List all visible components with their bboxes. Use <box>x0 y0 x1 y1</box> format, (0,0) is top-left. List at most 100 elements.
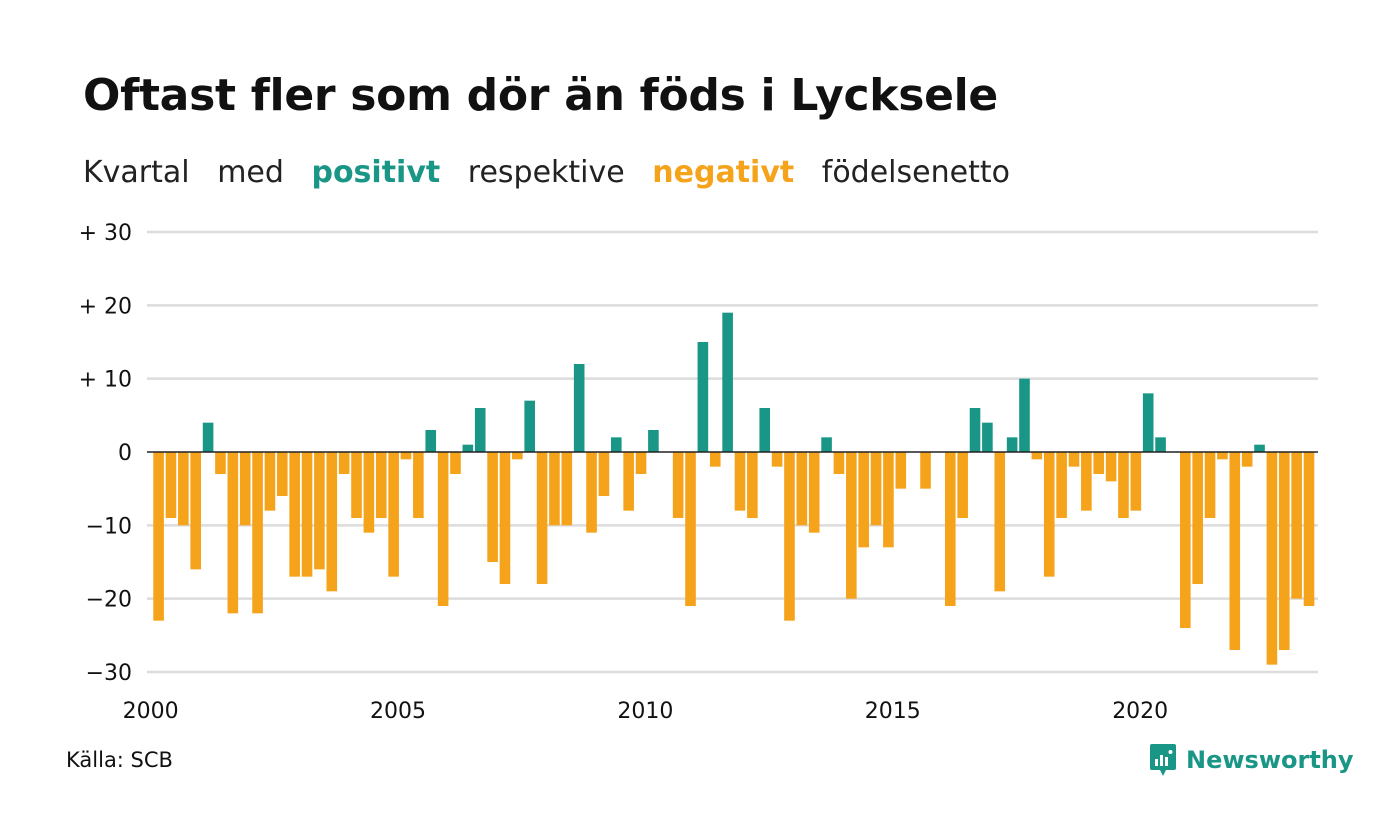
bar <box>573 364 585 452</box>
y-tick-label: 0 <box>118 441 132 466</box>
y-tick-label: + 20 <box>79 294 132 319</box>
bar <box>1155 437 1166 452</box>
bar <box>858 452 869 548</box>
bars-layer <box>153 312 1315 665</box>
bar <box>437 452 449 606</box>
bar <box>1031 452 1043 460</box>
brand-logo: Newsworthy <box>1148 742 1354 778</box>
bar <box>375 452 387 518</box>
bar <box>1142 393 1154 452</box>
brand-name: Newsworthy <box>1186 746 1354 774</box>
bar <box>944 452 956 606</box>
bar <box>635 452 647 474</box>
bar <box>326 452 338 592</box>
bar <box>796 452 808 526</box>
bar <box>722 312 733 452</box>
bar <box>672 452 684 518</box>
chart-subtitle: Kvartal med positivt respektive negativt… <box>83 155 1028 190</box>
y-tick-label: −20 <box>86 588 132 613</box>
bar <box>413 452 424 518</box>
bar <box>1180 452 1191 628</box>
bar <box>1056 452 1067 518</box>
bar <box>289 452 300 577</box>
bar <box>833 452 845 474</box>
grid-layer <box>147 230 1318 674</box>
bar <box>536 452 548 584</box>
bar <box>400 452 412 460</box>
bar <box>277 452 288 496</box>
x-tick-label: 2020 <box>1112 699 1168 724</box>
bar <box>450 452 461 474</box>
bar <box>314 452 325 570</box>
subtitle-positive: positivt <box>311 155 441 190</box>
bar <box>598 452 610 496</box>
subtitle-text-4: födelsenetto <box>821 155 1010 190</box>
bar <box>1241 452 1253 467</box>
bar <box>474 408 486 452</box>
bar <box>808 452 820 533</box>
bar <box>846 452 857 599</box>
bar <box>870 452 882 526</box>
y-tick-label: −10 <box>86 514 132 539</box>
bar <box>178 452 189 526</box>
bar <box>771 452 783 467</box>
bar <box>549 452 560 526</box>
chart-title: Oftast fler som dör än föds i Lycksele <box>83 70 998 121</box>
bar <box>561 452 573 526</box>
y-tick-label: −30 <box>86 661 132 686</box>
bar <box>524 400 535 452</box>
bar <box>264 452 276 511</box>
bar <box>895 452 907 489</box>
bar <box>301 452 313 577</box>
y-tick-label: + 10 <box>79 368 132 393</box>
bar <box>1081 452 1092 511</box>
bar <box>734 452 746 511</box>
subtitle-text-1: Kvartal <box>83 155 190 190</box>
bar <box>202 422 214 452</box>
bar <box>1006 437 1018 452</box>
bar <box>338 452 350 474</box>
subtitle-negative: negativt <box>652 155 795 190</box>
bar <box>215 452 226 474</box>
bar <box>1229 452 1241 650</box>
bar <box>1192 452 1203 584</box>
subtitle-text-2: med <box>217 155 284 190</box>
bar <box>610 437 622 452</box>
bar <box>1068 452 1080 467</box>
bar <box>982 422 993 452</box>
bar <box>153 452 164 621</box>
bar <box>1118 452 1129 518</box>
bar <box>1105 452 1117 482</box>
x-tick-label: 2000 <box>123 699 179 724</box>
bar <box>623 452 634 511</box>
bar <box>1254 444 1265 452</box>
bar <box>363 452 375 533</box>
bar <box>969 408 981 452</box>
bar <box>190 452 202 570</box>
source-note: Källa: SCB <box>66 748 173 772</box>
bar <box>227 452 239 614</box>
bar <box>1204 452 1216 518</box>
bar <box>1130 452 1142 511</box>
bar <box>957 452 968 518</box>
x-tick-label: 2005 <box>370 699 426 724</box>
bar <box>499 452 511 584</box>
bar <box>747 452 758 518</box>
bar <box>784 452 795 621</box>
bar <box>883 452 894 548</box>
bar <box>1019 378 1030 452</box>
subtitle-text-3: respektive <box>467 155 625 190</box>
bar <box>994 452 1006 592</box>
bar <box>252 452 263 614</box>
y-tick-label: + 30 <box>79 221 132 246</box>
bar <box>239 452 251 526</box>
bar <box>759 408 771 452</box>
bar <box>920 452 931 489</box>
bar <box>1303 452 1315 606</box>
bar <box>1217 452 1228 460</box>
bar <box>1043 452 1055 577</box>
bar <box>821 437 832 452</box>
bar <box>1291 452 1302 599</box>
bar <box>512 452 523 460</box>
